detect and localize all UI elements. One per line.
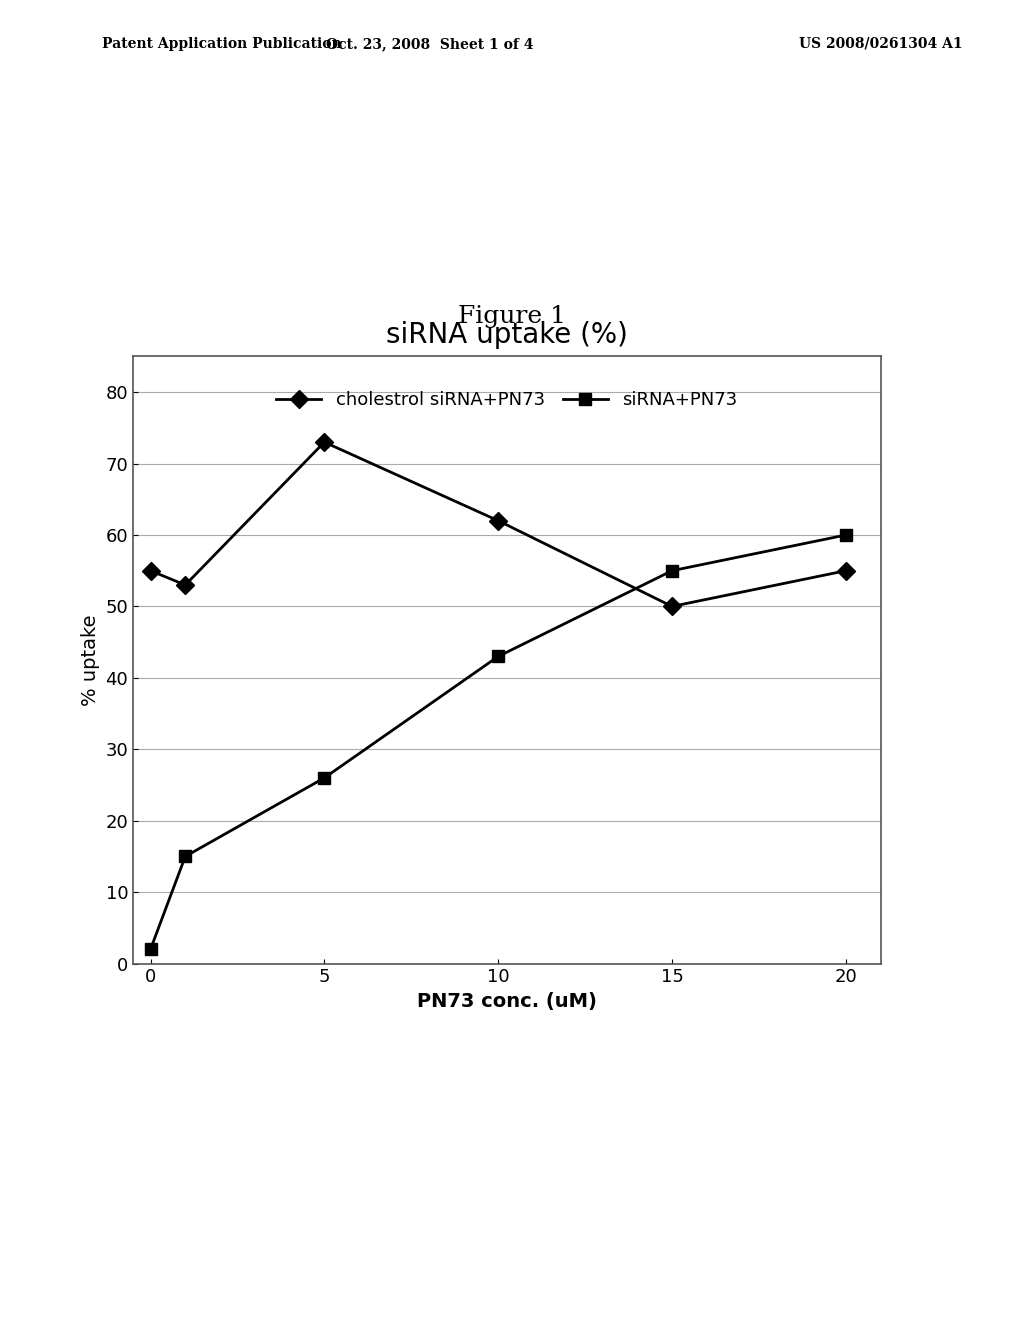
Text: Patent Application Publication: Patent Application Publication <box>102 37 342 51</box>
siRNA+PN73 <box>666 562 678 578</box>
Text: US 2008/0261304 A1: US 2008/0261304 A1 <box>799 37 963 51</box>
Text: Oct. 23, 2008  Sheet 1 of 4: Oct. 23, 2008 Sheet 1 of 4 <box>327 37 534 51</box>
siRNA+PN73 <box>840 527 852 543</box>
cholestrol siRNA+PN73 <box>318 434 331 450</box>
Legend: cholestrol siRNA+PN73, siRNA+PN73: cholestrol siRNA+PN73, siRNA+PN73 <box>269 384 744 416</box>
Title: siRNA uptake (%): siRNA uptake (%) <box>386 321 628 348</box>
siRNA+PN73 <box>318 770 331 785</box>
cholestrol siRNA+PN73 <box>840 562 852 578</box>
Line: cholestrol siRNA+PN73: cholestrol siRNA+PN73 <box>144 436 852 612</box>
Text: Figure 1: Figure 1 <box>458 305 566 329</box>
siRNA+PN73 <box>144 941 157 957</box>
cholestrol siRNA+PN73 <box>144 562 157 578</box>
Line: siRNA+PN73: siRNA+PN73 <box>144 529 852 956</box>
cholestrol siRNA+PN73 <box>179 577 191 593</box>
Y-axis label: % uptake: % uptake <box>81 614 100 706</box>
X-axis label: PN73 conc. (uM): PN73 conc. (uM) <box>417 993 597 1011</box>
siRNA+PN73 <box>179 849 191 865</box>
cholestrol siRNA+PN73 <box>666 598 678 614</box>
cholestrol siRNA+PN73 <box>493 512 505 528</box>
siRNA+PN73 <box>493 648 505 664</box>
